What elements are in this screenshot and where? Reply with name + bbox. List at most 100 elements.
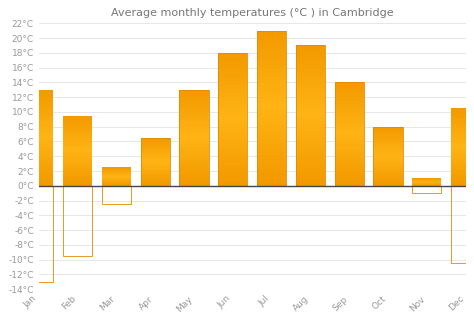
Bar [141,148,170,149]
Bar [335,116,364,118]
Bar [141,152,170,153]
Bar [179,178,209,180]
Bar [24,147,53,149]
Bar [257,105,286,108]
Bar [63,134,92,135]
Bar [257,152,286,155]
Bar [335,163,364,165]
Bar [451,159,474,161]
Bar [24,103,53,105]
Bar [257,183,286,186]
Bar [141,179,170,180]
Bar [257,174,286,176]
Bar [179,180,209,182]
Bar [257,31,286,186]
Bar [102,179,131,180]
Bar [374,167,402,168]
Bar [335,93,364,95]
Bar [257,139,286,142]
Bar [63,179,92,180]
Bar [451,122,474,124]
Bar [141,139,170,140]
Bar [374,129,402,130]
Bar [296,175,325,177]
Bar [141,159,170,160]
Bar [296,177,325,180]
Bar [179,113,209,115]
Bar [257,121,286,124]
Bar [63,167,92,169]
Bar [141,149,170,150]
Bar [335,132,364,134]
Bar [179,124,209,126]
Bar [296,73,325,76]
Bar [335,91,364,93]
Bar [179,128,209,130]
Bar [63,135,92,137]
Bar [24,159,53,161]
Bar [179,170,209,172]
Bar [63,177,92,179]
Bar [141,181,170,182]
Bar [335,167,364,169]
Bar [335,161,364,163]
Bar [296,149,325,152]
Bar [451,118,474,119]
Bar [141,166,170,167]
Bar [374,130,402,131]
Bar [24,120,53,122]
Bar [141,168,170,169]
Bar [24,142,53,144]
Bar [141,185,170,186]
Bar [179,155,209,157]
Bar [218,130,247,133]
Bar [296,82,325,85]
Bar [374,138,402,140]
Bar [63,128,92,130]
Bar [218,138,247,141]
Bar [451,108,474,110]
Bar [179,174,209,176]
Bar [179,98,209,99]
Bar [335,101,364,103]
Bar [451,180,474,181]
Bar [296,88,325,90]
Bar [102,186,131,204]
Bar [63,138,92,139]
Bar [141,180,170,181]
Bar [374,162,402,163]
Bar [179,90,209,186]
Bar [218,66,247,69]
Bar [218,162,247,165]
Bar [335,99,364,101]
Bar [451,114,474,116]
Bar [335,182,364,184]
Bar [296,121,325,124]
Bar [335,107,364,109]
Bar [451,121,474,122]
Bar [218,156,247,159]
Bar [24,101,53,103]
Bar [141,138,170,139]
Bar [451,186,474,263]
Bar [218,90,247,93]
Bar [335,130,364,132]
Bar [257,74,286,77]
Bar [24,178,53,180]
Bar [179,146,209,147]
Bar [141,177,170,178]
Bar [296,60,325,62]
Bar [296,161,325,163]
Bar [63,170,92,172]
Bar [102,169,131,170]
Bar [141,146,170,147]
Bar [451,176,474,178]
Bar [218,71,247,74]
Bar [296,96,325,99]
Bar [335,180,364,182]
Bar [451,110,474,111]
Bar [296,116,325,118]
Bar [374,131,402,133]
Bar [335,97,364,99]
Bar [218,181,247,183]
